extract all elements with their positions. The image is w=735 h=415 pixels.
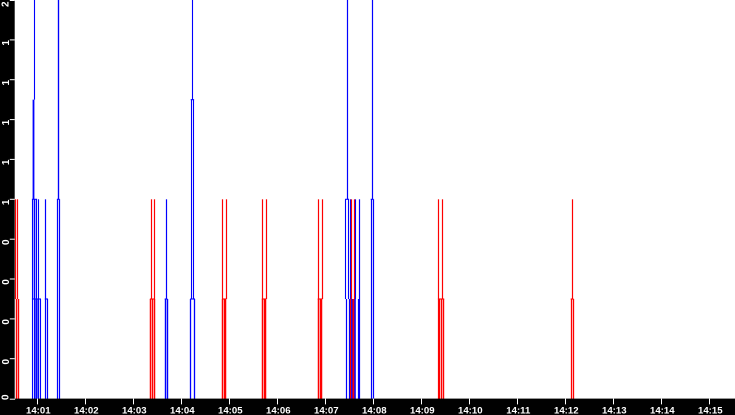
svg-text:1: 1 [1,79,12,85]
svg-text:0: 0 [0,394,11,400]
svg-text:14:02: 14:02 [74,406,99,415]
svg-text:0: 0 [1,319,12,325]
svg-text:1: 1 [1,40,12,46]
svg-text:14:12: 14:12 [554,406,579,415]
svg-text:14:04: 14:04 [170,406,195,415]
svg-text:14:01: 14:01 [26,406,51,415]
svg-text:14:06: 14:06 [266,406,291,415]
svg-text:1: 1 [1,199,12,205]
svg-text:0: 0 [1,279,12,285]
svg-text:14:13: 14:13 [602,406,627,415]
svg-text:2: 2 [1,1,12,7]
svg-text:14:11: 14:11 [506,406,531,415]
svg-text:14:03: 14:03 [122,406,147,415]
svg-text:0: 0 [1,239,12,245]
svg-text:14:14: 14:14 [650,406,675,415]
svg-text:0: 0 [1,358,12,364]
svg-text:14:08: 14:08 [362,406,387,415]
svg-text:14:05: 14:05 [218,406,243,415]
svg-text:14:15: 14:15 [698,406,723,415]
svg-text:1: 1 [1,159,12,165]
svg-text:14:07: 14:07 [314,406,339,415]
svg-text:14:09: 14:09 [410,406,435,415]
svg-text:1: 1 [1,119,12,125]
svg-text:14:10: 14:10 [458,406,483,415]
